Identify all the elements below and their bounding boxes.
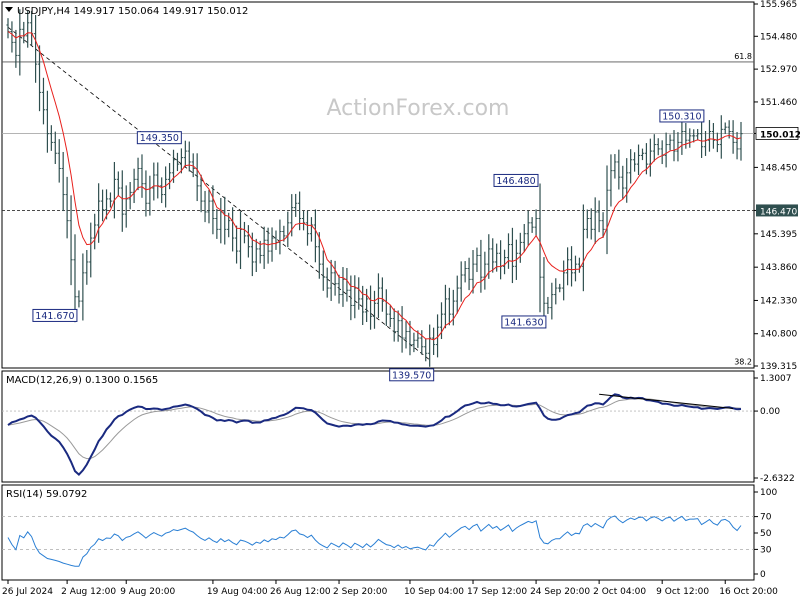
price-label-box xyxy=(389,368,435,382)
price-label: 141.630 xyxy=(504,317,543,328)
price-y-tick-label: 151.460 xyxy=(760,98,797,108)
price-bars xyxy=(6,9,743,367)
rsi-panel: 100 70 50 30 0 xyxy=(2,488,777,580)
current-price-tag-label: 150.012 xyxy=(760,130,800,140)
macd-y-tick-label: 1.3007 xyxy=(760,374,792,384)
x-tick-label: 2 Oct 04:00 xyxy=(593,587,646,597)
symbol-title: USDJPY,H4 149.917 150.064 149.917 150.01… xyxy=(5,6,248,17)
current-price-tag xyxy=(755,127,799,140)
level-tag-label: 146.470 xyxy=(760,207,797,217)
x-tick-label: 9 Aug 20:00 xyxy=(120,587,175,597)
dropdown-triangle-icon xyxy=(5,7,13,12)
macd-trendline xyxy=(599,393,734,410)
price-y-tick-label: 140.800 xyxy=(760,330,797,340)
price-panel: 61.8 38.2 149.350 141.670 139.570 146.480 141.… xyxy=(2,0,800,382)
rsi-panel-frame xyxy=(1,484,755,581)
macd-panel-title: MACD(12,26,9) 0.1300 0.1565 xyxy=(6,375,158,386)
price-y-tick-label: 139.315 xyxy=(760,362,797,372)
macd-y-tick-label: 0.00 xyxy=(760,407,780,417)
price-label-box xyxy=(501,315,547,329)
rsi-panel-title: RSI(14) 59.0792 xyxy=(6,489,87,500)
x-tick-label: 17 Sep 12:00 xyxy=(467,587,527,597)
price-y-tick-label: 155.965 xyxy=(760,0,797,10)
price-trendline xyxy=(7,26,430,361)
macd-panel-frame xyxy=(1,370,755,483)
x-tick-label: 24 Sep 20:00 xyxy=(530,587,590,597)
price-label: 146.480 xyxy=(496,176,535,187)
price-label-box xyxy=(136,131,182,145)
x-tick-label: 26 Aug 12:00 xyxy=(270,587,331,597)
price-y-tick-label: 142.330 xyxy=(760,296,797,306)
x-tick-label: 16 Oct 20:00 xyxy=(719,587,778,597)
x-axis: 26 Jul 2024 2 Aug 12:00 9 Aug 20:00 19 Aug … xyxy=(2,580,778,597)
level-tag xyxy=(756,204,798,217)
fib-618-label: 61.8 xyxy=(734,52,752,61)
rsi-y-tick-label: 0 xyxy=(760,570,766,580)
ema-line xyxy=(7,31,742,341)
price-y-tick-label: 152.970 xyxy=(760,65,797,75)
macd-y-tick-label: -2.6322 xyxy=(760,474,795,484)
macd-signal-line xyxy=(7,398,742,460)
rsi-y-tick-label: 70 xyxy=(760,513,772,523)
price-y-tick-label: 154.480 xyxy=(760,32,797,42)
price-label: 139.570 xyxy=(392,370,431,381)
watermark: ActionForex.com xyxy=(327,96,510,121)
macd-panel: 1.3007 0.00 -2.6322 xyxy=(2,374,795,484)
x-tick-label: 26 Jul 2024 xyxy=(2,587,53,597)
rsi-line xyxy=(7,515,742,567)
rsi-y-tick-label: 50 xyxy=(760,529,772,539)
price-panel-title: USDJPY,H4 149.917 150.064 149.917 150.01… xyxy=(17,6,248,17)
x-tick-label: 9 Oct 12:00 xyxy=(656,587,709,597)
fib-382-label: 38.2 xyxy=(734,357,752,366)
price-y-tick-label: 145.395 xyxy=(760,230,797,240)
price-label-box xyxy=(493,173,539,187)
price-panel-frame xyxy=(1,1,755,369)
price-label: 141.670 xyxy=(35,311,74,322)
price-label: 150.310 xyxy=(662,111,701,122)
rsi-y-tick-label: 100 xyxy=(760,488,777,498)
macd-line xyxy=(7,393,742,477)
rsi-y-tick-label: 30 xyxy=(760,545,772,555)
x-tick-label: 2 Aug 12:00 xyxy=(61,587,116,597)
price-y-tick-label: 148.450 xyxy=(760,163,797,173)
price-y-axis: 155.965 154.480 152.970 151.460 150.012 148.4… xyxy=(754,0,800,372)
price-label: 149.350 xyxy=(140,133,179,144)
x-tick-label: 19 Aug 04:00 xyxy=(207,587,268,597)
x-tick-label: 10 Sep 04:00 xyxy=(404,587,464,597)
x-tick-label: 2 Sep 20:00 xyxy=(333,587,388,597)
price-y-tick-label: 143.860 xyxy=(760,263,797,273)
price-label-box xyxy=(32,308,78,322)
price-label-box xyxy=(659,109,705,123)
